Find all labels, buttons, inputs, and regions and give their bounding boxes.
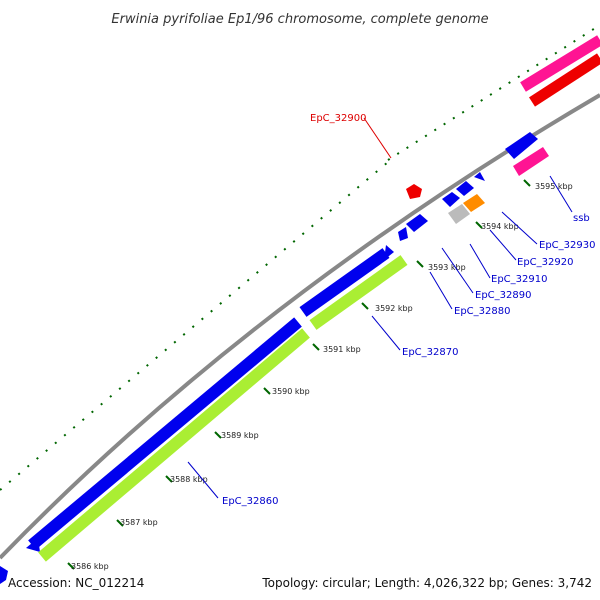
gene-label-epc-32880[interactable]: EpC_32880	[454, 306, 510, 317]
cds-small-5	[474, 172, 485, 181]
backbone-arc	[0, 93, 600, 560]
rna-small	[406, 184, 422, 199]
tick-label-3588: 3588 kbp	[170, 475, 208, 484]
gene-label-epc-32860[interactable]: EpC_32860	[222, 496, 278, 507]
tick-label-3590: 3590 kbp	[272, 387, 310, 396]
rna-feature-top	[529, 53, 600, 107]
map-title: Erwinia pyrifoliae Ep1/96 chromosome, co…	[111, 12, 488, 27]
gene-label-epc-32920[interactable]: EpC_32920	[517, 257, 573, 268]
gene-label-epc-32870[interactable]: EpC_32870	[402, 347, 458, 358]
outer-dashed-ring	[0, 161, 389, 491]
cds-edge-feature	[0, 566, 8, 584]
cds-ssb-region	[505, 132, 538, 159]
gene-label-ssb[interactable]: ssb	[573, 213, 590, 224]
gene-label-epc-32900[interactable]: EpC_32900	[310, 113, 366, 124]
cds-band-upper	[299, 248, 390, 317]
tick-label-3589: 3589 kbp	[221, 431, 259, 440]
accession-text: Accession: NC_012214	[8, 576, 144, 590]
tick-label-3587: 3587 kbp	[120, 518, 158, 527]
gene-band-upper	[309, 255, 408, 330]
gene-label-epc-32910[interactable]: EpC_32910	[491, 274, 547, 285]
tick-label-3586: 3586 kbp	[71, 562, 109, 571]
tick-label-3592: 3592 kbp	[375, 304, 413, 313]
tick-label-3595: 3595 kbp	[535, 182, 573, 191]
cds-small-2	[406, 214, 428, 232]
outer-dotted-ring	[387, 24, 600, 161]
gene-label-epc-32930[interactable]: EpC_32930	[539, 240, 595, 251]
gene-label-epc-32890[interactable]: EpC_32890	[475, 290, 531, 301]
pseudo-feature-top	[520, 35, 600, 92]
cds-arrow-lower	[26, 538, 40, 552]
cds-band-lower	[28, 317, 302, 550]
tick-marks	[67, 179, 531, 570]
gene-band-lower	[38, 328, 310, 562]
tick-label-3593: 3593 kbp	[428, 263, 466, 272]
pseudo-ssb-region	[513, 147, 549, 176]
cds-small-1	[398, 227, 408, 241]
tick-label-3594: 3594 kbp	[481, 222, 519, 231]
label-leaders	[187, 117, 573, 499]
cds-small-4	[456, 181, 474, 196]
cds-small-3	[442, 192, 460, 207]
tick-label-3591: 3591 kbp	[323, 345, 361, 354]
orange-feature	[463, 194, 485, 212]
gray-feature	[448, 204, 470, 224]
genome-summary-text: Topology: circular; Length: 4,026,322 bp…	[261, 576, 592, 590]
cds-arrow-upper	[384, 245, 394, 260]
